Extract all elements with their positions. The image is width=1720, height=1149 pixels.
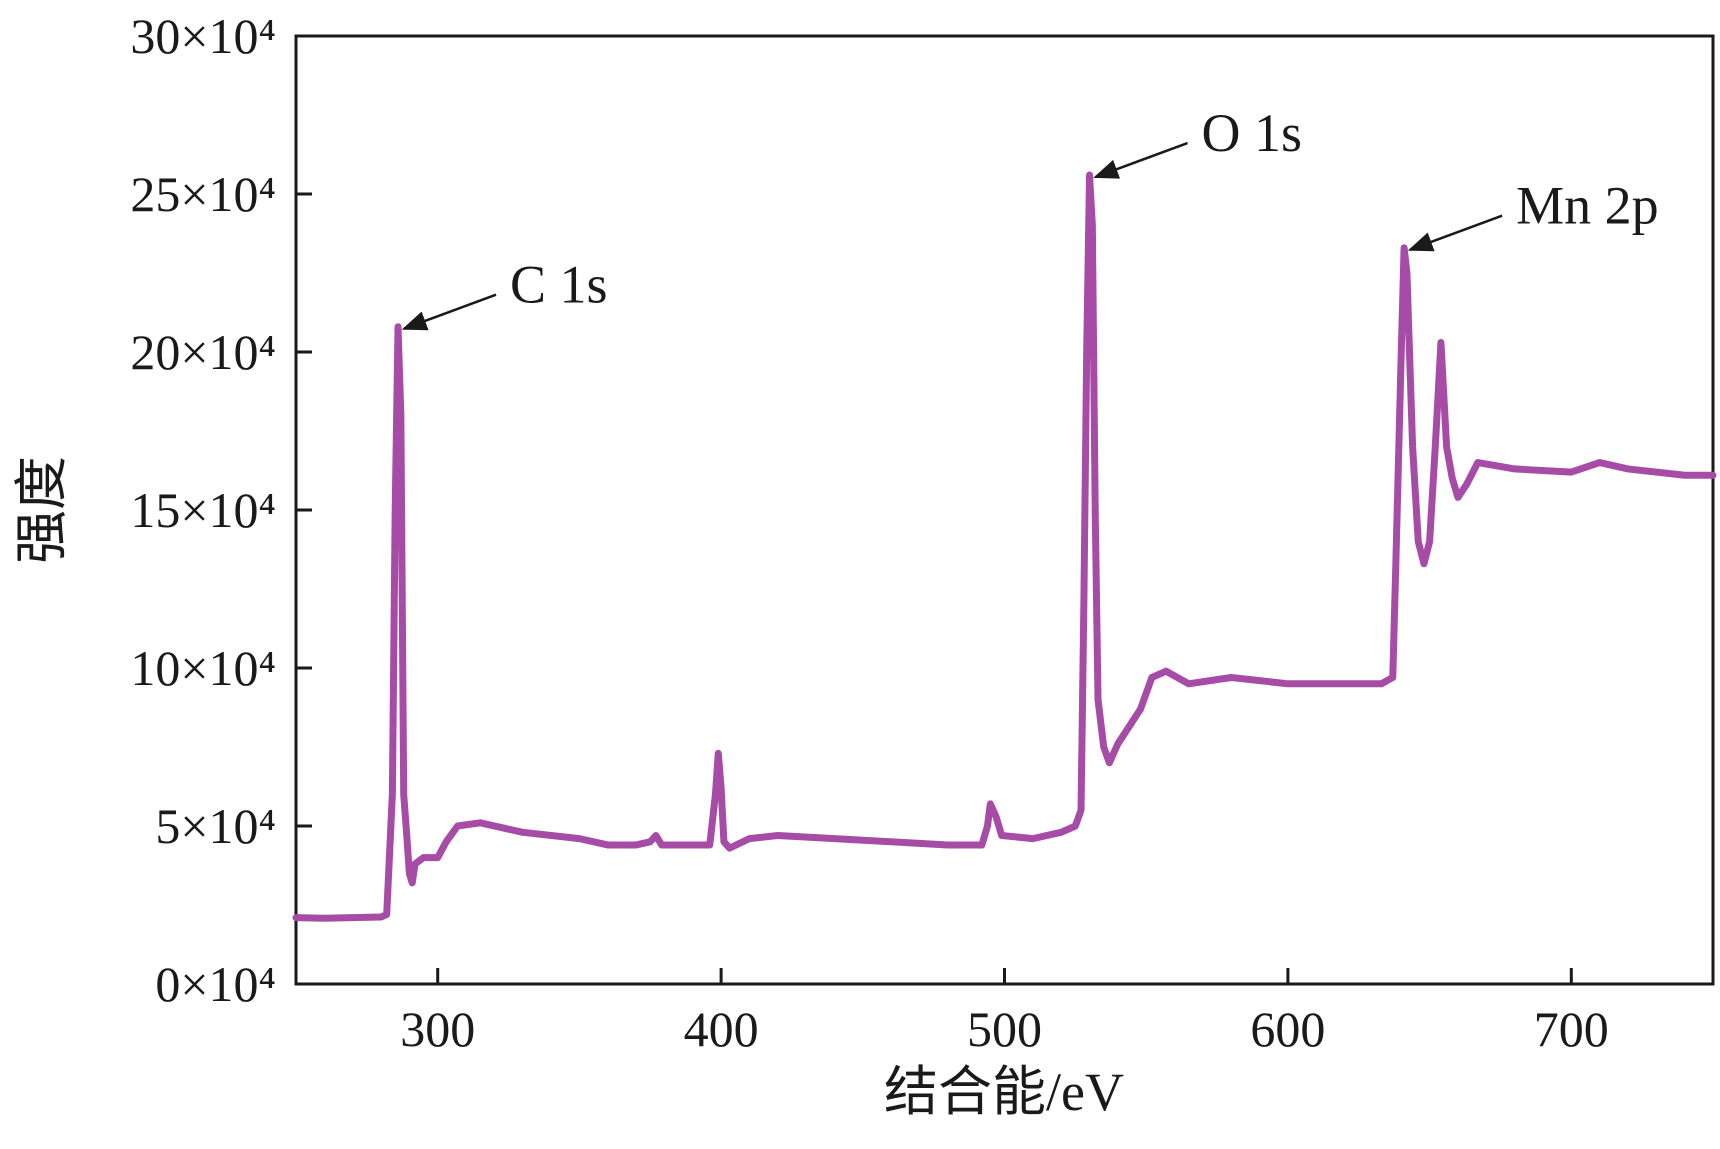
- annotation-label: C 1s: [510, 255, 608, 315]
- x-tick-label: 700: [1534, 1001, 1609, 1057]
- x-axis-label: 结合能/eV: [884, 1062, 1124, 1122]
- x-tick-label: 600: [1250, 1001, 1325, 1057]
- annotation-arrow: [1407, 214, 1503, 252]
- x-tick-label: 500: [967, 1001, 1042, 1057]
- spectrum-line: [292, 171, 1717, 922]
- annotation-arrow: [401, 293, 497, 331]
- x-tick-label: 400: [684, 1001, 759, 1057]
- y-tick-label: 5×10⁴: [155, 798, 276, 854]
- y-tick-label: 25×10⁴: [130, 166, 276, 222]
- y-tick-label: 0×10⁴: [155, 956, 276, 1012]
- annotation-label: O 1s: [1202, 103, 1303, 163]
- annotation-arrow: [1093, 141, 1188, 179]
- x-tick-label: 300: [400, 1001, 475, 1057]
- y-axis-label: 强度: [12, 456, 72, 564]
- plot-frame: [294, 34, 1715, 986]
- y-tick-label: 30×10⁴: [130, 8, 276, 64]
- y-tick-label: 15×10⁴: [130, 482, 276, 538]
- annotation-label: Mn 2p: [1516, 176, 1659, 236]
- y-tick-label: 10×10⁴: [130, 640, 276, 696]
- y-tick-label: 20×10⁴: [130, 324, 276, 380]
